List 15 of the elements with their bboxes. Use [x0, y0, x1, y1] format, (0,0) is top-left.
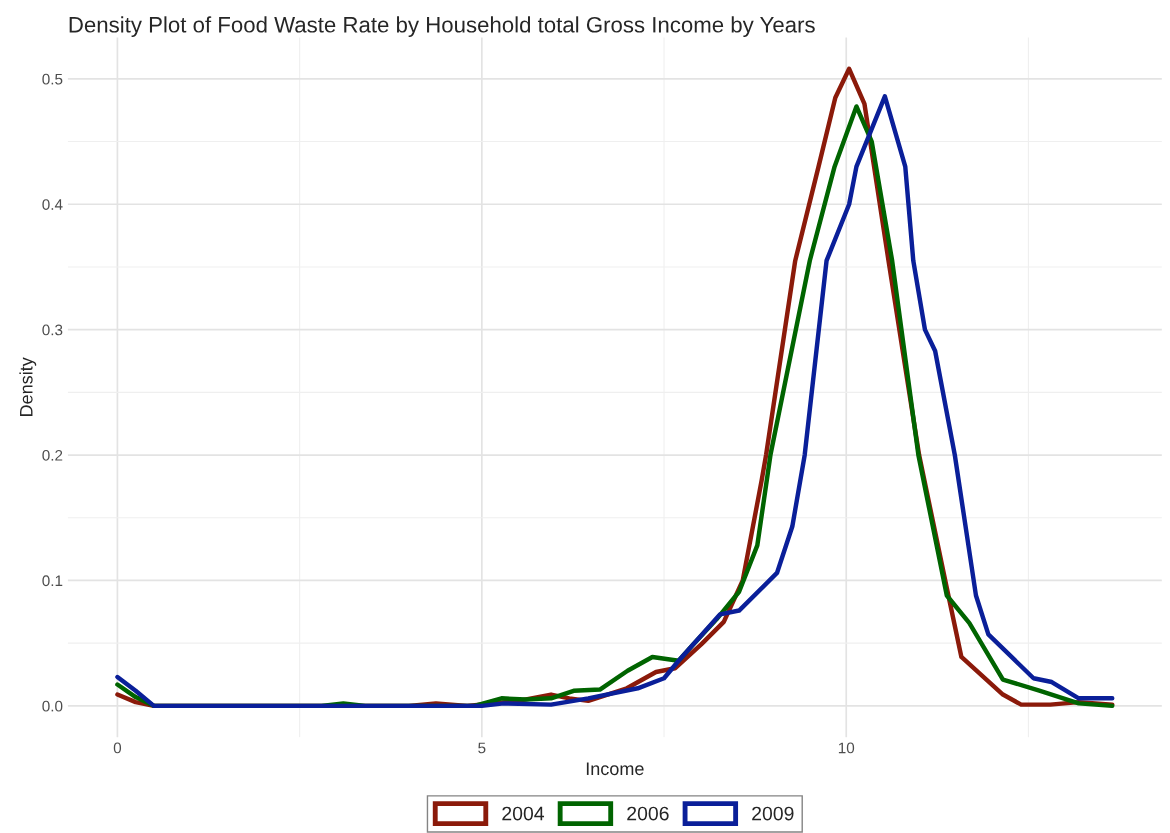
- x-axis-title: Income: [586, 762, 644, 776]
- legend-label: 2004: [502, 806, 545, 821]
- y-tick-label: 0.1: [42, 575, 63, 587]
- y-tick-label: 0.5: [42, 73, 63, 85]
- x-tick-label: 10: [838, 742, 855, 754]
- y-tick-label: 0.3: [42, 324, 63, 336]
- x-tick-label: 5: [478, 742, 486, 754]
- legend-label: 2006: [627, 806, 669, 821]
- x-tick-label: 0: [113, 742, 122, 754]
- y-tick-label: 0.2: [42, 449, 63, 461]
- y-tick-label: 0.4: [42, 199, 63, 210]
- chart-title: Density Plot of Food Waste Rate by Household total Gross Income by Years: [69, 16, 815, 38]
- y-axis-title: Density: [19, 357, 37, 416]
- legend-label: 2009: [752, 806, 794, 821]
- y-tick-label: 0.0: [42, 700, 63, 712]
